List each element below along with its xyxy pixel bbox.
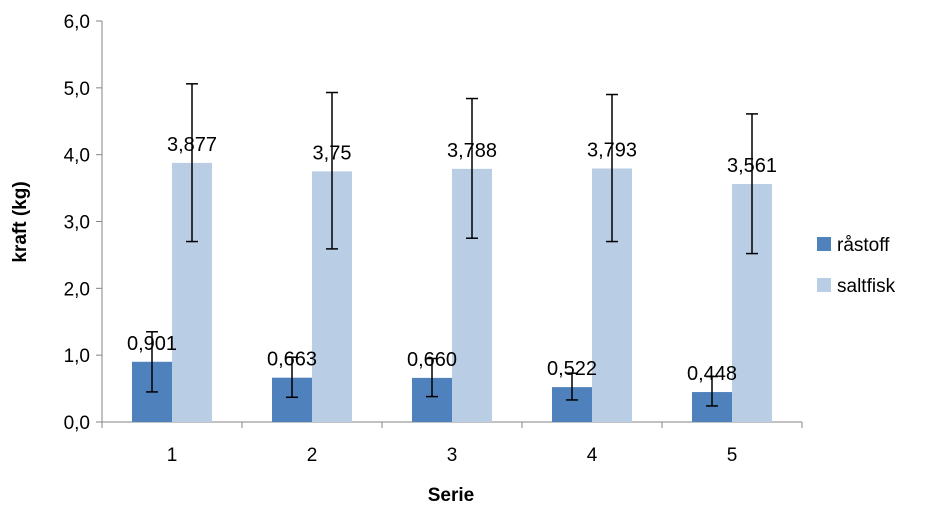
data-label: 3,877 <box>167 134 217 156</box>
data-label: 0,448 <box>687 363 737 385</box>
data-label: 0,660 <box>407 349 457 371</box>
bars <box>132 162 772 423</box>
y-tick-label: 4,0 <box>64 146 90 167</box>
y-tick-label: 3,0 <box>64 213 90 234</box>
data-label: 0,663 <box>267 349 317 371</box>
data-label: 3,561 <box>727 155 777 177</box>
y-tick-label: 2,0 <box>64 279 90 300</box>
data-label: 0,901 <box>127 333 177 355</box>
x-tick-label: 5 <box>727 445 738 466</box>
y-tick-label: 1,0 <box>64 346 90 367</box>
y-tick-label: 6,0 <box>64 12 90 33</box>
legend: råstoff saltfisk <box>817 235 896 297</box>
y-axis: 0,0 1,0 2,0 3,0 4,0 5,0 6,0 <box>64 12 103 434</box>
x-axis-title: Serie <box>428 485 474 506</box>
legend-swatch <box>817 278 831 292</box>
y-tick-label: 5,0 <box>64 79 90 100</box>
x-tick-label: 2 <box>307 445 318 466</box>
x-axis: 1 2 3 4 5 <box>101 421 803 466</box>
legend-label: råstoff <box>837 235 890 256</box>
data-label: 3,75 <box>313 142 352 164</box>
x-tick-label: 4 <box>587 445 598 466</box>
data-labels: 0,901 0,663 0,660 0,522 0,448 3,877 3,75 3,788 3… <box>127 134 777 385</box>
legend-swatch <box>817 237 831 251</box>
x-tick-label: 3 <box>447 445 458 466</box>
data-label: 3,788 <box>447 140 497 162</box>
y-tick-label: 0,0 <box>64 413 90 434</box>
error-bars <box>146 83 758 407</box>
data-label: 3,793 <box>587 140 637 162</box>
legend-label: saltfisk <box>837 276 896 297</box>
data-label: 0,522 <box>547 358 597 380</box>
y-axis-title: kraft (kg) <box>10 181 31 262</box>
x-tick-label: 1 <box>167 445 178 466</box>
